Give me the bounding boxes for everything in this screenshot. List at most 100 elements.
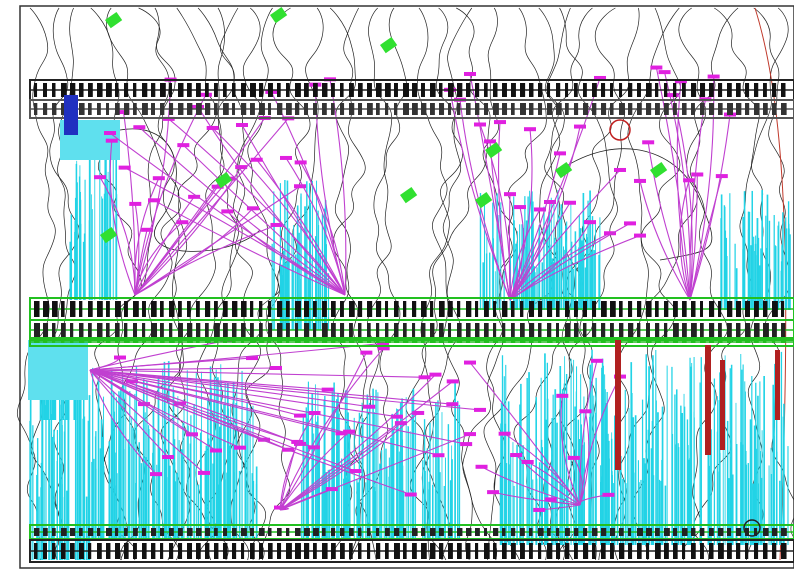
tie	[385, 103, 389, 115]
tie	[304, 103, 309, 115]
tie	[736, 543, 741, 559]
tie	[700, 103, 705, 115]
fan-tag	[394, 421, 407, 426]
fan-tag	[270, 366, 282, 371]
tie	[214, 103, 218, 115]
tie	[286, 528, 290, 536]
tie	[331, 301, 336, 317]
tie	[511, 301, 515, 317]
tie	[538, 543, 542, 559]
green-symbol	[555, 161, 573, 179]
tie	[619, 323, 624, 337]
tie	[502, 301, 508, 317]
tie	[367, 301, 373, 317]
tie	[457, 341, 463, 343]
tie	[628, 103, 633, 115]
tie	[151, 528, 157, 536]
fan-tag	[715, 174, 728, 179]
tie	[421, 301, 427, 317]
tie	[610, 301, 616, 317]
fan-tag	[624, 221, 636, 226]
fan-tag	[150, 472, 162, 477]
tie	[448, 528, 453, 536]
tie	[241, 83, 247, 97]
tie	[115, 83, 119, 97]
fan-tag	[474, 122, 486, 127]
tie	[133, 323, 138, 337]
tie	[646, 323, 650, 337]
tie	[214, 341, 218, 343]
tie	[439, 83, 443, 97]
tie	[349, 528, 354, 536]
tie	[457, 301, 461, 317]
tie	[403, 301, 407, 317]
fan-line	[124, 167, 346, 296]
fan-line	[89, 367, 277, 371]
tie	[214, 83, 218, 97]
tie	[133, 83, 137, 97]
tie	[538, 103, 543, 115]
tie	[772, 528, 778, 536]
fan-line	[134, 185, 301, 296]
tie	[610, 341, 615, 343]
tie	[367, 103, 373, 115]
tie	[484, 528, 488, 536]
fan-tag	[707, 74, 720, 79]
tie	[34, 103, 38, 115]
tie	[376, 301, 382, 317]
fan-tag	[674, 79, 687, 84]
tie	[61, 323, 66, 337]
tie	[439, 341, 444, 343]
fan-tag	[464, 432, 476, 437]
tie	[457, 528, 463, 536]
tie	[619, 301, 623, 317]
tie	[700, 83, 706, 97]
contour	[119, 128, 261, 252]
tie	[520, 83, 526, 97]
tie	[97, 543, 102, 559]
fan-tag	[574, 124, 586, 129]
tie	[772, 103, 777, 115]
tie	[574, 83, 578, 97]
fan-line	[689, 99, 706, 301]
tie	[205, 323, 209, 337]
tie	[403, 528, 407, 536]
fan-tag	[206, 125, 219, 130]
tie	[43, 528, 48, 536]
tie	[421, 323, 426, 337]
tie	[511, 83, 516, 97]
tie	[583, 301, 587, 317]
tie	[133, 543, 137, 559]
tie	[223, 341, 228, 343]
fan-tag	[683, 178, 696, 183]
tie	[772, 301, 778, 317]
tie	[124, 341, 130, 343]
fan-tag	[246, 206, 259, 211]
tie	[196, 528, 202, 536]
tie	[772, 543, 777, 559]
tie	[142, 103, 148, 115]
tie	[430, 543, 436, 559]
tie	[556, 341, 560, 343]
tie	[232, 301, 238, 317]
tie	[502, 528, 506, 536]
tie	[286, 543, 292, 559]
fan-line	[279, 412, 419, 511]
tie	[178, 341, 183, 343]
tie	[781, 301, 785, 317]
tie	[178, 543, 183, 559]
fan-tag	[544, 200, 556, 205]
tie	[205, 543, 210, 559]
tie	[772, 341, 776, 343]
tie	[664, 323, 668, 337]
tie	[439, 103, 445, 115]
tie	[403, 543, 407, 559]
tie	[268, 83, 273, 97]
tie	[565, 323, 571, 337]
tie	[394, 301, 399, 317]
tie	[430, 301, 434, 317]
tie	[448, 103, 452, 115]
tie	[637, 103, 642, 115]
tie	[754, 323, 760, 337]
tie	[124, 301, 128, 317]
